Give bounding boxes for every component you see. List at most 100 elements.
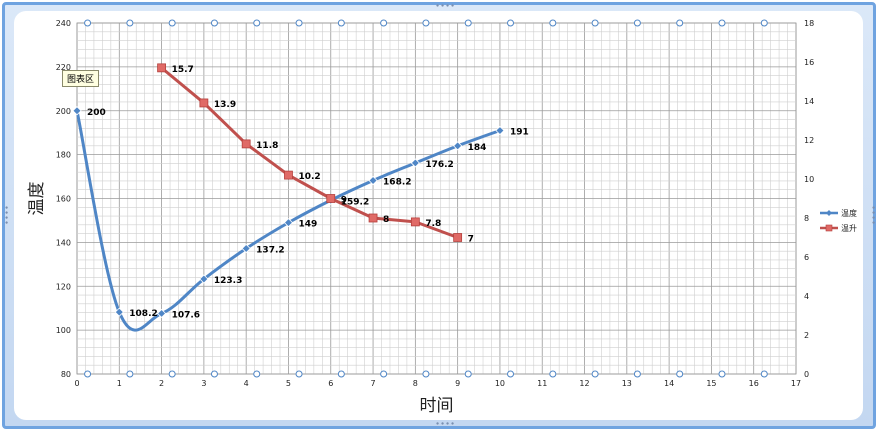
- resize-handle-bottom[interactable]: ∙∙∙∙: [435, 419, 456, 428]
- secondary-axis-marker: [760, 370, 768, 378]
- x-tick-label: 1: [117, 379, 122, 388]
- left-y-tick-label: 100: [56, 326, 71, 335]
- x-tick-label: 17: [791, 379, 801, 388]
- secondary-axis-marker: [464, 19, 472, 27]
- data-point[interactable]: [495, 125, 505, 136]
- data-label: 168.2: [383, 178, 411, 188]
- secondary-axis-marker: [84, 370, 92, 378]
- x-tick-label: 4: [244, 379, 249, 388]
- data-label: 184: [468, 143, 487, 153]
- series: [72, 63, 505, 332]
- data-point[interactable]: [157, 308, 167, 319]
- x-tick-label: 14: [664, 379, 674, 388]
- secondary-axis-marker: [295, 370, 303, 378]
- data-labels: 200 108.2 107.6 123.3 137.2 149 159.2 168.2 176.…: [87, 65, 529, 321]
- right-y-tick-label: 12: [804, 136, 814, 145]
- secondary-axis-marker: [380, 19, 388, 27]
- data-label: 159.2: [341, 197, 369, 207]
- left-y-tick-label: 220: [56, 63, 71, 72]
- left-y-tick-label: 180: [56, 151, 71, 160]
- secondary-axis-marker: [337, 19, 345, 27]
- data-point[interactable]: [241, 139, 251, 149]
- x-tick-label: 10: [495, 379, 505, 388]
- x-tick-label: 12: [579, 379, 589, 388]
- right-y-tick-label: 10: [804, 175, 814, 184]
- x-tick-label: 0: [74, 379, 79, 388]
- legend-label: 温度: [841, 208, 857, 218]
- secondary-axis-marker: [718, 19, 726, 27]
- data-point[interactable]: [453, 233, 463, 242]
- data-point[interactable]: [199, 98, 209, 108]
- secondary-axis-marker: [295, 19, 303, 27]
- left-y-tick-label: 160: [56, 195, 71, 204]
- right-y-tick-label: 8: [804, 214, 809, 223]
- right-y-tick-label: 4: [804, 292, 809, 301]
- secondary-axis-marker: [253, 370, 261, 378]
- series-line[interactable]: [160, 66, 459, 239]
- data-point[interactable]: [284, 170, 293, 180]
- data-point[interactable]: [199, 274, 209, 284]
- secondary-axis-marker: [84, 19, 92, 27]
- left-y-tick-label: 120: [56, 282, 71, 291]
- secondary-axis-marker: [210, 370, 218, 378]
- data-label: 149: [298, 220, 317, 230]
- x-tick-label: 8: [413, 379, 418, 388]
- data-point[interactable]: [410, 217, 420, 227]
- right-y-tick-label: 2: [804, 331, 809, 340]
- x-tick-label: 11: [537, 379, 547, 388]
- secondary-axis-marker: [422, 19, 430, 27]
- x-tick-label: 15: [706, 379, 716, 388]
- resize-handle-left[interactable]: ∙∙∙∙: [2, 205, 11, 226]
- data-label: 108.2: [129, 309, 157, 319]
- secondary-axis-marker: [676, 370, 684, 378]
- secondary-axis-marker: [253, 19, 261, 27]
- left-y-tick-label: 140: [56, 238, 71, 247]
- x-tick-label: 13: [622, 379, 632, 388]
- legend-marker: [826, 210, 832, 216]
- x-tick-label: 7: [371, 379, 376, 388]
- data-label: 123.3: [214, 276, 242, 286]
- data-point[interactable]: [326, 194, 336, 203]
- x-tick-label: 3: [201, 379, 206, 388]
- data-label: 107.6: [172, 310, 200, 320]
- x-tick-label: 9: [455, 379, 460, 388]
- right-y-tick-label: 16: [804, 58, 814, 67]
- data-point[interactable]: [368, 213, 378, 223]
- data-label: 7.8: [425, 219, 441, 229]
- data-label: 9: [341, 196, 347, 206]
- secondary-axis-marker: [168, 370, 176, 378]
- secondary-axis-marker: [126, 19, 134, 27]
- resize-handle-right[interactable]: ∙∙∙∙: [869, 205, 878, 226]
- data-label: 137.2: [256, 246, 284, 256]
- data-point[interactable]: [368, 175, 378, 186]
- secondary-axis-marker: [168, 19, 176, 27]
- data-point[interactable]: [410, 158, 420, 168]
- data-point[interactable]: [241, 243, 251, 254]
- data-point[interactable]: [283, 218, 294, 228]
- data-label: 191: [510, 127, 529, 137]
- secondary-axis-marker: [676, 19, 684, 27]
- data-point[interactable]: [72, 106, 82, 116]
- data-point[interactable]: [114, 307, 124, 317]
- secondary-axis-marker: [591, 370, 599, 378]
- secondary-axis-marker: [718, 370, 726, 378]
- data-label: 11.8: [256, 141, 278, 151]
- chart-area-tooltip: 图表区: [62, 70, 100, 87]
- legend-marker: [825, 224, 833, 232]
- x-axis-title: 时间: [420, 396, 454, 416]
- data-label: 7: [468, 235, 474, 245]
- x-tick-label: 6: [328, 379, 333, 388]
- secondary-axis-marker: [549, 19, 557, 27]
- secondary-axis-marker: [337, 370, 345, 378]
- secondary-axis-marker: [422, 370, 430, 378]
- data-point[interactable]: [157, 63, 166, 73]
- resize-handle-top[interactable]: ∙∙∙∙: [435, 1, 456, 10]
- data-point[interactable]: [453, 141, 463, 151]
- right-y-tick-label: 18: [804, 19, 814, 28]
- secondary-axis-marker: [507, 370, 515, 378]
- secondary-axis-marker: [507, 19, 515, 27]
- left-y-tick-label: 240: [56, 19, 71, 28]
- data-label: 8: [383, 215, 389, 225]
